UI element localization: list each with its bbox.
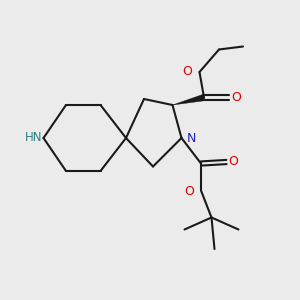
Text: N: N [187, 131, 196, 145]
Text: O: O [228, 155, 238, 169]
Polygon shape [172, 94, 205, 105]
Text: O: O [231, 91, 241, 104]
Text: HN: HN [25, 131, 42, 144]
Text: O: O [184, 185, 194, 199]
Text: O: O [183, 65, 193, 78]
